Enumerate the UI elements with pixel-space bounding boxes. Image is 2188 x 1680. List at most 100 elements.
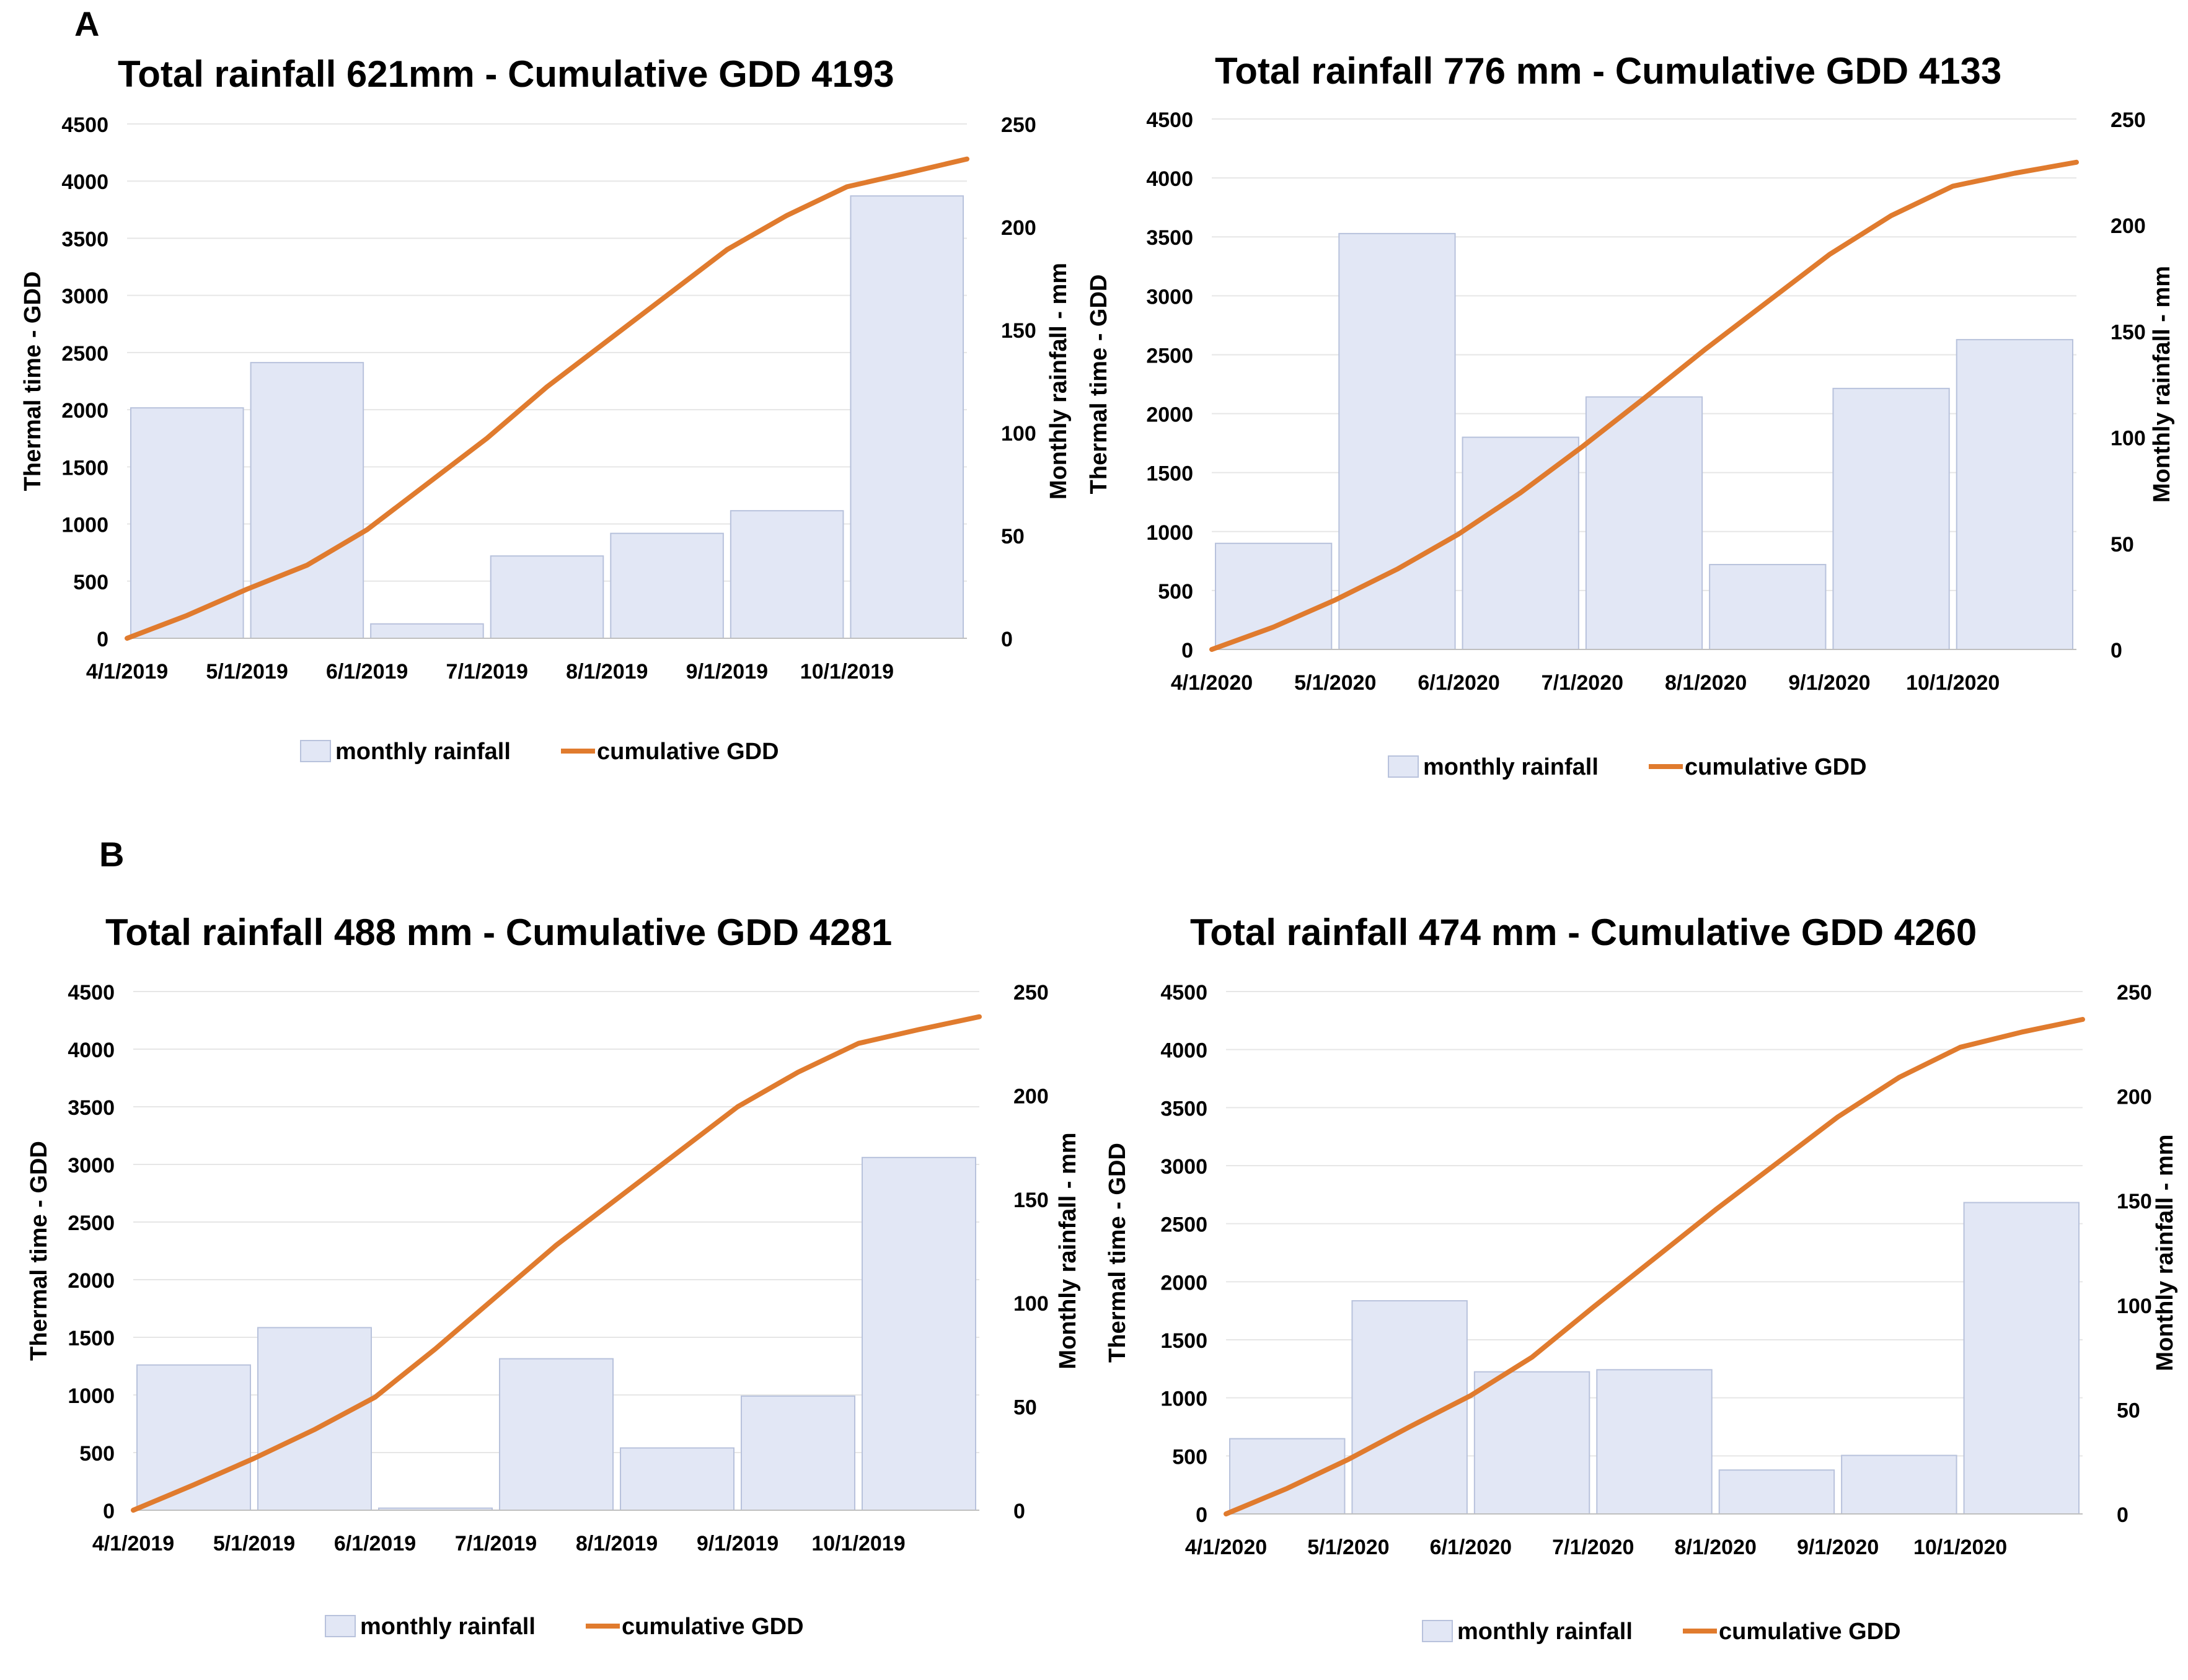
y2-tick-label: 150: [2117, 1190, 2152, 1213]
x-tick-label: 10/1/2020: [1906, 671, 2000, 695]
y-axis-title: Thermal time - GDD: [1105, 1143, 1131, 1363]
x-tick-label: 7/1/2019: [446, 660, 528, 684]
y-tick-label: 2500: [1146, 344, 1193, 367]
y-tick-label: 4000: [61, 170, 108, 194]
y-tick-label: 1500: [61, 456, 108, 480]
x-tick-label: 4/1/2020: [1171, 671, 1253, 695]
gdd-line: [1224, 1017, 2085, 1516]
legend: monthly rainfall cumulative GDD: [325, 1614, 804, 1640]
y-tick-label: 4500: [1146, 108, 1193, 132]
rainfall-bar: [1462, 436, 1579, 650]
y-tick-label: 2000: [61, 399, 108, 423]
y-tick-label: 4500: [1160, 981, 1207, 1005]
y-tick-label: 500: [73, 571, 108, 594]
x-tick-label: 7/1/2019: [455, 1532, 537, 1555]
y-tick-label: 0: [1181, 639, 1193, 662]
x-tick-label: 8/1/2019: [566, 660, 648, 684]
legend-label-rainfall: monthly rainfall: [1423, 754, 1599, 780]
y-tick-label: 4500: [68, 981, 115, 1005]
x-tick-label: 8/1/2020: [1665, 671, 1747, 695]
chart-1: Total rainfall 621mm - Cumulative GDD 41…: [20, 53, 1072, 765]
y2-tick-label: 100: [1013, 1292, 1049, 1316]
x-tick-label: 7/1/2020: [1542, 671, 1623, 695]
legend-label-gdd: cumulative GDD: [622, 1614, 804, 1640]
x-tick-label: 4/1/2019: [86, 660, 168, 684]
y-tick-label: 3000: [61, 285, 108, 309]
y2-tick-label: 0: [1013, 1500, 1025, 1523]
x-tick-label: 10/1/2019: [800, 660, 894, 684]
chart-4: Total rainfall 474 mm - Cumulative GDD 4…: [1105, 912, 2178, 1645]
x-tick-label: 5/1/2019: [213, 1532, 295, 1555]
x-tick-label: 9/1/2019: [697, 1532, 779, 1555]
rainfall-bar: [1215, 542, 1333, 650]
legend-label-gdd: cumulative GDD: [1719, 1619, 1901, 1645]
rainfall-bar: [1956, 339, 2074, 650]
y2-tick-label: 50: [2111, 533, 2134, 556]
y-tick-label: 1000: [1160, 1388, 1207, 1411]
y2-tick-label: 0: [2117, 1503, 2128, 1527]
y-tick-label: 500: [1158, 580, 1193, 604]
y-tick-label: 2500: [1160, 1213, 1207, 1237]
rainfall-bar: [1585, 396, 1703, 650]
rainfall-bar: [1338, 232, 1456, 650]
x-tick-label: 5/1/2019: [206, 660, 288, 684]
y-tick-label: 2000: [1146, 403, 1193, 427]
y2-tick-label: 100: [2111, 427, 2146, 451]
y-axis-title: Thermal time - GDD: [20, 271, 46, 491]
chart-3: Total rainfall 488 mm - Cumulative GDD 4…: [26, 912, 1081, 1640]
gdd-line: [1209, 159, 2079, 652]
chart-title: Total rainfall 776 mm - Cumulative GDD 4…: [1215, 50, 2001, 92]
y-tick-label: 2000: [68, 1269, 115, 1293]
y-axis-title: Thermal time - GDD: [26, 1141, 52, 1361]
y-tick-label: 0: [1196, 1503, 1207, 1527]
x-tick-label: 5/1/2020: [1307, 1536, 1389, 1559]
rainfall-bar: [1596, 1369, 1713, 1515]
x-tick-label: 4/1/2019: [92, 1532, 174, 1555]
y2-tick-label: 50: [1013, 1396, 1037, 1420]
y2-axis-title: Monthly rainfall - mm: [1046, 263, 1072, 499]
charts-group: Total rainfall 621mm - Cumulative GDD 41…: [20, 50, 2178, 1645]
y-tick-label: 2500: [68, 1212, 115, 1235]
y-tick-label: 4000: [68, 1039, 115, 1062]
x-tick-label: 6/1/2019: [326, 660, 408, 684]
y2-tick-label: 250: [1001, 113, 1036, 137]
chart-title: Total rainfall 488 mm - Cumulative GDD 4…: [105, 912, 892, 953]
y2-tick-label: 50: [2117, 1399, 2140, 1422]
x-tick-label: 6/1/2019: [334, 1532, 416, 1555]
rainfall-bar: [741, 1395, 855, 1511]
y-tick-label: 500: [1172, 1445, 1207, 1469]
y2-tick-label: 250: [1013, 981, 1049, 1005]
y-tick-label: 500: [79, 1442, 115, 1466]
y-tick-label: 3500: [1160, 1097, 1207, 1120]
rainfall-bar: [499, 1358, 614, 1511]
y-tick-label: 3500: [1146, 226, 1193, 250]
legend-label-rainfall: monthly rainfall: [1457, 1619, 1633, 1645]
y2-tick-label: 150: [2111, 320, 2146, 344]
legend-label-gdd: cumulative GDD: [597, 739, 779, 765]
y-tick-label: 1000: [1146, 521, 1193, 545]
y2-tick-label: 200: [1001, 216, 1036, 240]
y-tick-label: 4000: [1146, 167, 1193, 191]
y2-tick-label: 0: [2111, 639, 2122, 662]
gdd-line: [125, 156, 969, 641]
legend-label-gdd: cumulative GDD: [1685, 754, 1867, 780]
chart-title: Total rainfall 621mm - Cumulative GDD 41…: [118, 53, 894, 95]
rainfall-bar: [730, 510, 844, 639]
y-tick-label: 1500: [68, 1327, 115, 1350]
y-tick-label: 2500: [61, 342, 108, 366]
legend-swatch-rainfall: [1422, 1620, 1453, 1642]
chart-2: Total rainfall 776 mm - Cumulative GDD 4…: [1086, 50, 2175, 780]
rainfall-bar: [257, 1327, 372, 1511]
y2-tick-label: 100: [2117, 1295, 2152, 1318]
y2-tick-label: 0: [1001, 628, 1013, 651]
x-tick-label: 4/1/2020: [1185, 1536, 1267, 1559]
rainfall-bar: [250, 362, 364, 639]
x-tick-label: 10/1/2019: [811, 1532, 905, 1555]
y-tick-label: 3000: [1160, 1155, 1207, 1179]
gdd-line: [131, 1014, 982, 1513]
rainfall-bar: [1473, 1371, 1590, 1515]
panel-label-b: B: [99, 835, 124, 874]
x-tick-label: 10/1/2020: [1913, 1536, 2007, 1559]
legend-label-rainfall: monthly rainfall: [335, 739, 511, 765]
